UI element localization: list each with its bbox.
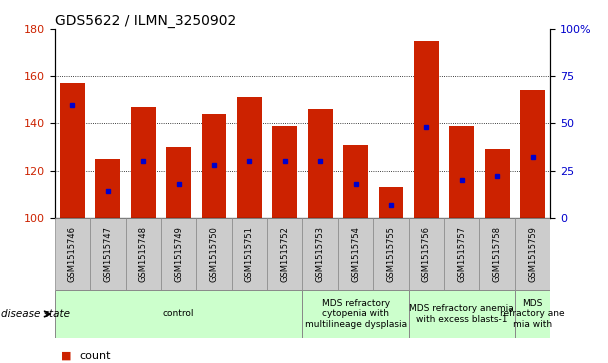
Text: GSM1515752: GSM1515752 [280,226,289,282]
Text: MDS refractory
cytopenia with
multilineage dysplasia: MDS refractory cytopenia with multilinea… [305,299,407,329]
Text: GSM1515756: GSM1515756 [422,226,431,282]
FancyBboxPatch shape [302,218,338,290]
Text: control: control [163,310,195,318]
Text: MDS
refractory ane
mia with: MDS refractory ane mia with [500,299,565,329]
FancyBboxPatch shape [161,218,196,290]
Bar [343,144,368,218]
Bar [520,90,545,218]
Text: GSM1515747: GSM1515747 [103,226,112,282]
Bar [379,187,403,218]
FancyBboxPatch shape [196,218,232,290]
Text: GDS5622 / ILMN_3250902: GDS5622 / ILMN_3250902 [55,14,236,28]
Bar [308,109,333,218]
Text: count: count [79,351,111,361]
Bar [449,126,474,218]
Text: disease state: disease state [1,309,69,319]
Bar [131,107,156,218]
Text: GSM1515754: GSM1515754 [351,226,360,282]
Text: GSM1515750: GSM1515750 [210,226,218,282]
Bar [485,150,510,218]
FancyBboxPatch shape [373,218,409,290]
Text: GSM1515748: GSM1515748 [139,226,148,282]
FancyBboxPatch shape [409,218,444,290]
FancyBboxPatch shape [480,218,515,290]
FancyBboxPatch shape [515,290,550,338]
Text: GSM1515759: GSM1515759 [528,226,537,282]
Text: GSM1515753: GSM1515753 [316,226,325,282]
Text: GSM1515757: GSM1515757 [457,226,466,282]
Text: GSM1515755: GSM1515755 [387,226,395,282]
FancyBboxPatch shape [409,290,515,338]
Text: GSM1515758: GSM1515758 [492,226,502,282]
FancyBboxPatch shape [302,290,409,338]
FancyBboxPatch shape [515,218,550,290]
FancyBboxPatch shape [90,218,125,290]
FancyBboxPatch shape [55,218,90,290]
Bar [60,83,85,218]
Bar [202,114,226,218]
Text: GSM1515746: GSM1515746 [68,226,77,282]
Bar [166,147,191,218]
Bar [237,97,262,218]
Text: GSM1515751: GSM1515751 [245,226,254,282]
Text: ■: ■ [61,351,71,361]
Text: MDS refractory anemia
with excess blasts-1: MDS refractory anemia with excess blasts… [409,304,514,324]
Bar [272,126,297,218]
FancyBboxPatch shape [444,218,480,290]
Bar [414,41,439,218]
FancyBboxPatch shape [267,218,302,290]
FancyBboxPatch shape [55,290,302,338]
Text: GSM1515749: GSM1515749 [174,226,183,282]
Bar [95,159,120,218]
FancyBboxPatch shape [232,218,267,290]
FancyBboxPatch shape [125,218,161,290]
FancyBboxPatch shape [338,218,373,290]
